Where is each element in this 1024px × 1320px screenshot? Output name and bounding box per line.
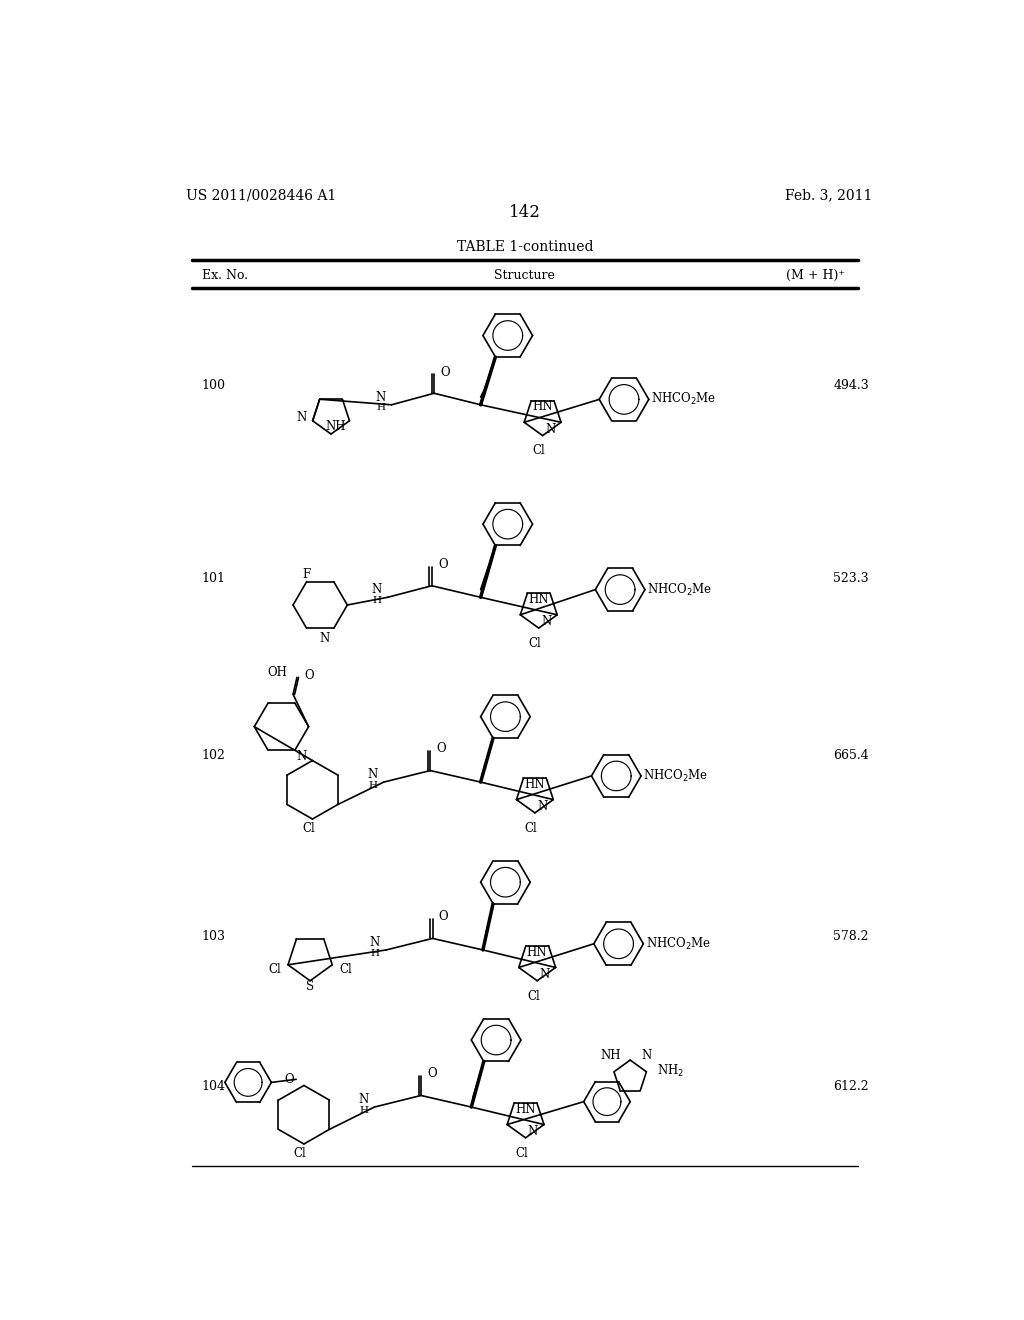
Text: (M + H)⁺: (M + H)⁺ bbox=[785, 269, 845, 282]
Text: H: H bbox=[369, 780, 378, 789]
Text: 494.3: 494.3 bbox=[834, 379, 869, 392]
Text: NHCO$_2$Me: NHCO$_2$Me bbox=[643, 768, 709, 784]
Text: Cl: Cl bbox=[515, 1147, 528, 1160]
Text: N: N bbox=[541, 615, 551, 628]
Text: O: O bbox=[305, 668, 314, 681]
Text: 104: 104 bbox=[202, 1080, 225, 1093]
Text: HN: HN bbox=[524, 777, 545, 791]
Text: Cl: Cl bbox=[524, 822, 538, 834]
Text: Cl: Cl bbox=[532, 445, 545, 458]
Text: 100: 100 bbox=[202, 379, 225, 392]
Text: 612.2: 612.2 bbox=[834, 1080, 869, 1093]
Text: O: O bbox=[440, 366, 450, 379]
Text: F: F bbox=[302, 568, 310, 581]
Text: NHCO$_2$Me: NHCO$_2$Me bbox=[651, 391, 717, 408]
Text: Ex. No.: Ex. No. bbox=[202, 269, 248, 282]
Text: TABLE 1-continued: TABLE 1-continued bbox=[457, 240, 593, 253]
Text: N: N bbox=[375, 391, 385, 404]
Text: O: O bbox=[438, 911, 449, 924]
Text: Cl: Cl bbox=[340, 962, 352, 975]
Text: O: O bbox=[438, 557, 447, 570]
Text: 578.2: 578.2 bbox=[834, 929, 868, 942]
Text: N: N bbox=[642, 1049, 652, 1063]
Text: US 2011/0028446 A1: US 2011/0028446 A1 bbox=[186, 189, 336, 202]
Text: N: N bbox=[296, 750, 306, 763]
Text: 101: 101 bbox=[202, 572, 225, 585]
Text: N: N bbox=[538, 800, 548, 813]
Text: Structure: Structure bbox=[495, 269, 555, 282]
Text: N: N bbox=[318, 631, 329, 644]
Text: Cl: Cl bbox=[294, 1147, 306, 1160]
Text: O: O bbox=[427, 1068, 437, 1081]
Text: N: N bbox=[296, 411, 306, 424]
Text: Feb. 3, 2011: Feb. 3, 2011 bbox=[784, 189, 872, 202]
Text: 142: 142 bbox=[509, 203, 541, 220]
Text: Cl: Cl bbox=[302, 822, 315, 834]
Text: N: N bbox=[370, 936, 380, 949]
Text: N: N bbox=[545, 422, 555, 436]
Text: 523.3: 523.3 bbox=[834, 572, 869, 585]
Text: O: O bbox=[436, 742, 446, 755]
Text: HN: HN bbox=[528, 593, 549, 606]
Text: NHCO$_2$Me: NHCO$_2$Me bbox=[647, 582, 713, 598]
Text: Cl: Cl bbox=[268, 962, 281, 975]
Text: HN: HN bbox=[531, 400, 553, 413]
Text: OH: OH bbox=[267, 667, 287, 680]
Text: N: N bbox=[528, 1125, 539, 1138]
Text: NH: NH bbox=[325, 420, 346, 433]
Text: HN: HN bbox=[515, 1102, 536, 1115]
Text: H: H bbox=[371, 949, 380, 957]
Text: H: H bbox=[359, 1106, 369, 1114]
Text: S: S bbox=[306, 981, 314, 994]
Text: Cl: Cl bbox=[528, 638, 542, 649]
Text: Cl: Cl bbox=[527, 990, 540, 1003]
Text: NHCO$_2$Me: NHCO$_2$Me bbox=[646, 936, 711, 952]
Text: H: H bbox=[376, 404, 385, 412]
Text: N: N bbox=[368, 768, 378, 781]
Text: NH$_2$: NH$_2$ bbox=[657, 1063, 684, 1078]
Text: H: H bbox=[373, 595, 381, 605]
Text: N: N bbox=[540, 968, 550, 981]
Text: N: N bbox=[371, 583, 381, 597]
Text: O: O bbox=[285, 1073, 294, 1086]
Text: N: N bbox=[358, 1093, 369, 1106]
Text: NH: NH bbox=[600, 1049, 621, 1063]
Text: HN: HN bbox=[526, 945, 547, 958]
Text: 103: 103 bbox=[202, 929, 225, 942]
Text: 102: 102 bbox=[202, 748, 225, 762]
Text: 665.4: 665.4 bbox=[834, 748, 869, 762]
